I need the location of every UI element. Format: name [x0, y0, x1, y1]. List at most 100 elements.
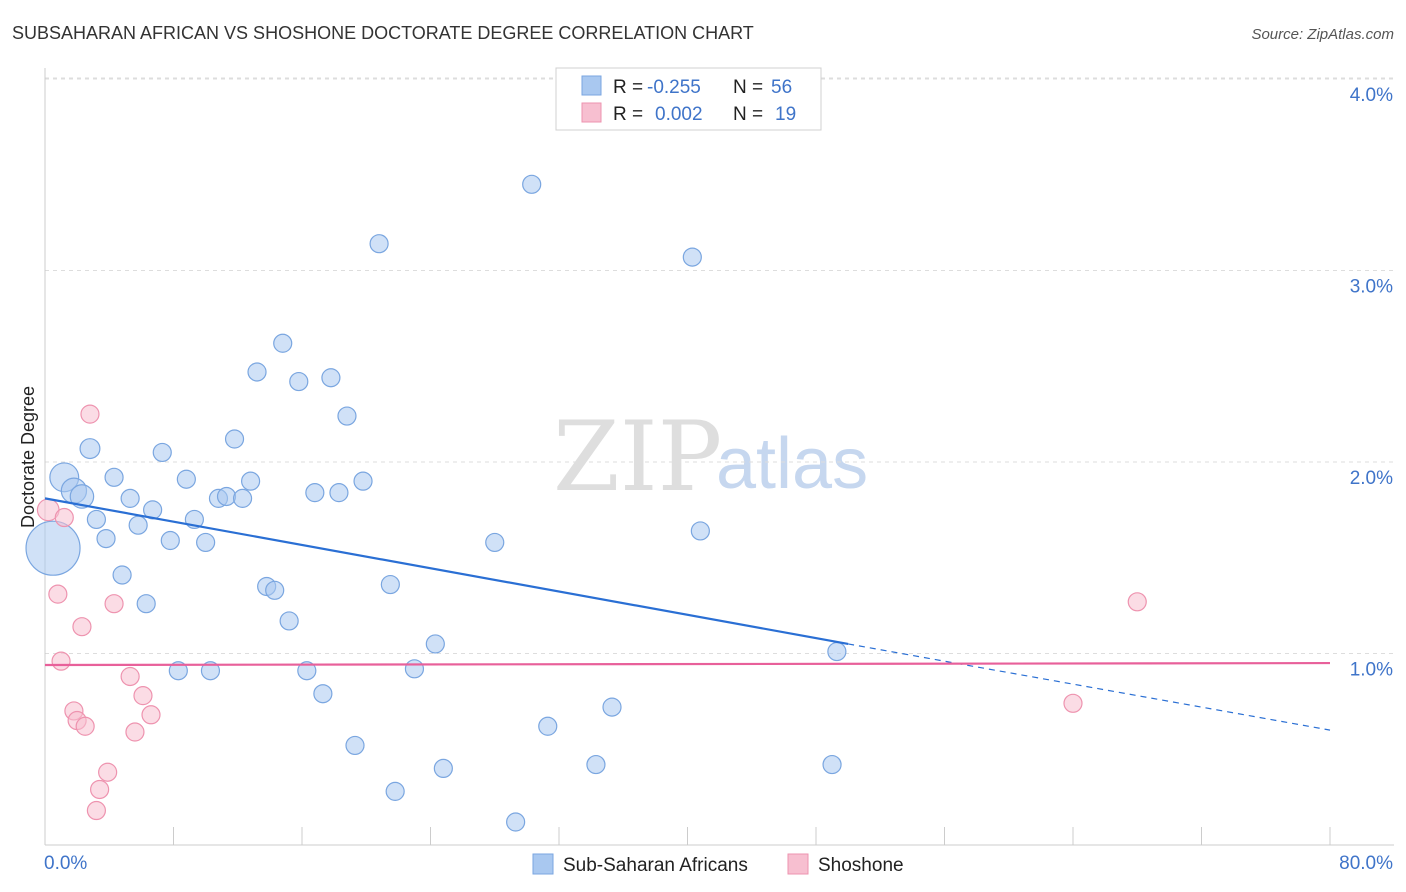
legend-bottom-label-pink: Shoshone — [818, 855, 904, 876]
y-tick-labels: 1.0% 2.0% 3.0% 4.0% — [1350, 85, 1393, 681]
sub-saharan-point-52 — [690, 521, 710, 541]
axes — [44, 68, 1394, 846]
legend-bottom-label-blue: Sub-Saharan Africans — [563, 855, 748, 876]
sub-saharan-point-29 — [279, 611, 299, 631]
legend-n-label-blue: N = — [733, 77, 763, 98]
sub-saharan-point-14 — [160, 530, 180, 551]
shoshone-point-14 — [125, 722, 145, 742]
shoshone-point-10 — [90, 779, 110, 800]
legend-swatch-blue-border — [581, 75, 602, 96]
legend-bottom-swatch-blue-border — [532, 853, 554, 875]
sub-saharan-point-42 — [404, 659, 425, 679]
sub-saharan-point-35 — [329, 483, 349, 503]
chart-title: SUBSAHARAN AFRICAN VS SHOSHONE DOCTORATE… — [12, 23, 754, 43]
sub-saharan-point-48 — [538, 716, 558, 736]
sub-saharan-point-53 — [822, 754, 842, 775]
legend-swatch-pink-border — [581, 102, 602, 123]
legend-n-label-pink: N = — [733, 104, 763, 125]
shoshone-point-16 — [141, 705, 161, 725]
shoshone-point-2 — [51, 651, 71, 671]
watermark-zip: ZIP — [553, 401, 722, 513]
x-tick-label-max: 80.0% — [1339, 853, 1393, 874]
trend-line-shoshone — [44, 661, 1331, 667]
sub-saharan-point-5 — [86, 509, 107, 530]
sub-saharan-point-3 — [69, 484, 95, 509]
sub-saharan-point-25 — [247, 362, 267, 382]
legend-bottom-swatch-pink — [788, 854, 808, 874]
shoshone-point-11 — [98, 762, 118, 782]
sub-saharan-point-54 — [827, 641, 847, 662]
sub-saharan-point-47 — [522, 174, 542, 194]
sub-saharan-point-49 — [586, 754, 606, 775]
sub-saharan-point-33 — [313, 684, 333, 704]
shoshone-point-18 — [1127, 592, 1147, 612]
sub-saharan-point-18 — [196, 532, 216, 553]
shoshone-point-8 — [80, 404, 100, 424]
sub-saharan-point-23 — [232, 488, 253, 508]
legend-r-label-pink: R = — [613, 104, 643, 125]
sub-saharan-point-51 — [682, 247, 702, 267]
legend-swatch-pink — [582, 103, 601, 122]
sub-saharan-point-36 — [337, 406, 357, 426]
shoshone-point-12 — [104, 594, 124, 614]
series-sub-saharan-africans — [25, 174, 847, 832]
watermark-atlas: atlas — [716, 424, 868, 504]
shoshone-point-15 — [133, 686, 153, 706]
trend-lines — [44, 497, 1331, 731]
sub-saharan-point-15 — [168, 661, 188, 681]
sub-saharan-point-22 — [224, 429, 245, 449]
sub-saharan-point-40 — [380, 574, 400, 595]
sub-saharan-point-27 — [265, 580, 285, 600]
legend-n-value-pink: 19 — [775, 104, 796, 125]
sub-saharan-point-10 — [128, 515, 148, 535]
sub-saharan-point-16 — [176, 469, 196, 489]
sub-saharan-point-6 — [96, 528, 116, 549]
shoshone-point-7 — [75, 716, 95, 736]
y-tick-label-3: 4.0% — [1350, 85, 1393, 106]
legend-r-label-blue: R = — [613, 77, 643, 98]
y-axis-label: Doctorate Degree — [18, 386, 38, 528]
legend-r-value-blue: -0.255 — [647, 77, 701, 98]
y-tick-label-0: 1.0% — [1350, 660, 1393, 681]
sub-saharan-point-45 — [485, 532, 505, 553]
watermark: ZIP atlas — [553, 401, 868, 513]
sub-saharan-point-50 — [602, 697, 622, 717]
shoshone-point-17 — [1063, 693, 1083, 713]
sub-saharan-point-38 — [353, 471, 373, 491]
sub-saharan-point-7 — [104, 467, 124, 487]
legend-bottom-swatch-pink-border — [787, 853, 809, 875]
legend-r-value-pink: 0.002 — [655, 104, 703, 125]
sub-saharan-point-30 — [289, 371, 309, 392]
y-tick-label-1: 2.0% — [1350, 468, 1393, 489]
shoshone-point-9 — [86, 800, 107, 821]
series-shoshone — [36, 404, 1147, 821]
sub-saharan-point-24 — [241, 471, 261, 491]
sub-saharan-point-44 — [433, 758, 453, 779]
sub-saharan-point-43 — [425, 634, 445, 654]
shoshone-point-13 — [120, 666, 140, 687]
shoshone-point-6 — [72, 617, 92, 637]
sub-saharan-point-11 — [136, 594, 156, 614]
sub-saharan-point-8 — [112, 565, 132, 585]
y-tick-label-2: 3.0% — [1350, 277, 1393, 298]
legend-top: R = -0.255 N = 56 R = 0.002 N = 19 — [555, 67, 822, 131]
shoshone-point-1 — [48, 584, 68, 604]
sub-saharan-point-39 — [369, 234, 389, 254]
sub-saharan-point-37 — [345, 735, 365, 756]
x-tick-label-min: 0.0% — [44, 853, 87, 874]
sub-saharan-point-46 — [506, 812, 526, 832]
sub-saharan-point-41 — [385, 781, 405, 801]
chart-source: Source: ZipAtlas.com — [1251, 26, 1394, 43]
sub-saharan-point-28 — [273, 333, 293, 353]
sub-saharan-point-19 — [200, 661, 221, 681]
sub-saharan-point-34 — [321, 368, 341, 388]
legend-bottom-swatch-blue — [533, 854, 553, 874]
trend-line-sub-saharan — [44, 497, 849, 646]
trend-line-sub-saharan-extension — [848, 643, 1331, 731]
legend-n-value-blue: 56 — [771, 77, 792, 98]
sub-saharan-point-32 — [305, 483, 325, 503]
legend-bottom: Sub-Saharan Africans Shoshone — [532, 853, 904, 876]
legend-swatch-blue — [582, 76, 601, 95]
sub-saharan-point-0 — [25, 520, 81, 576]
